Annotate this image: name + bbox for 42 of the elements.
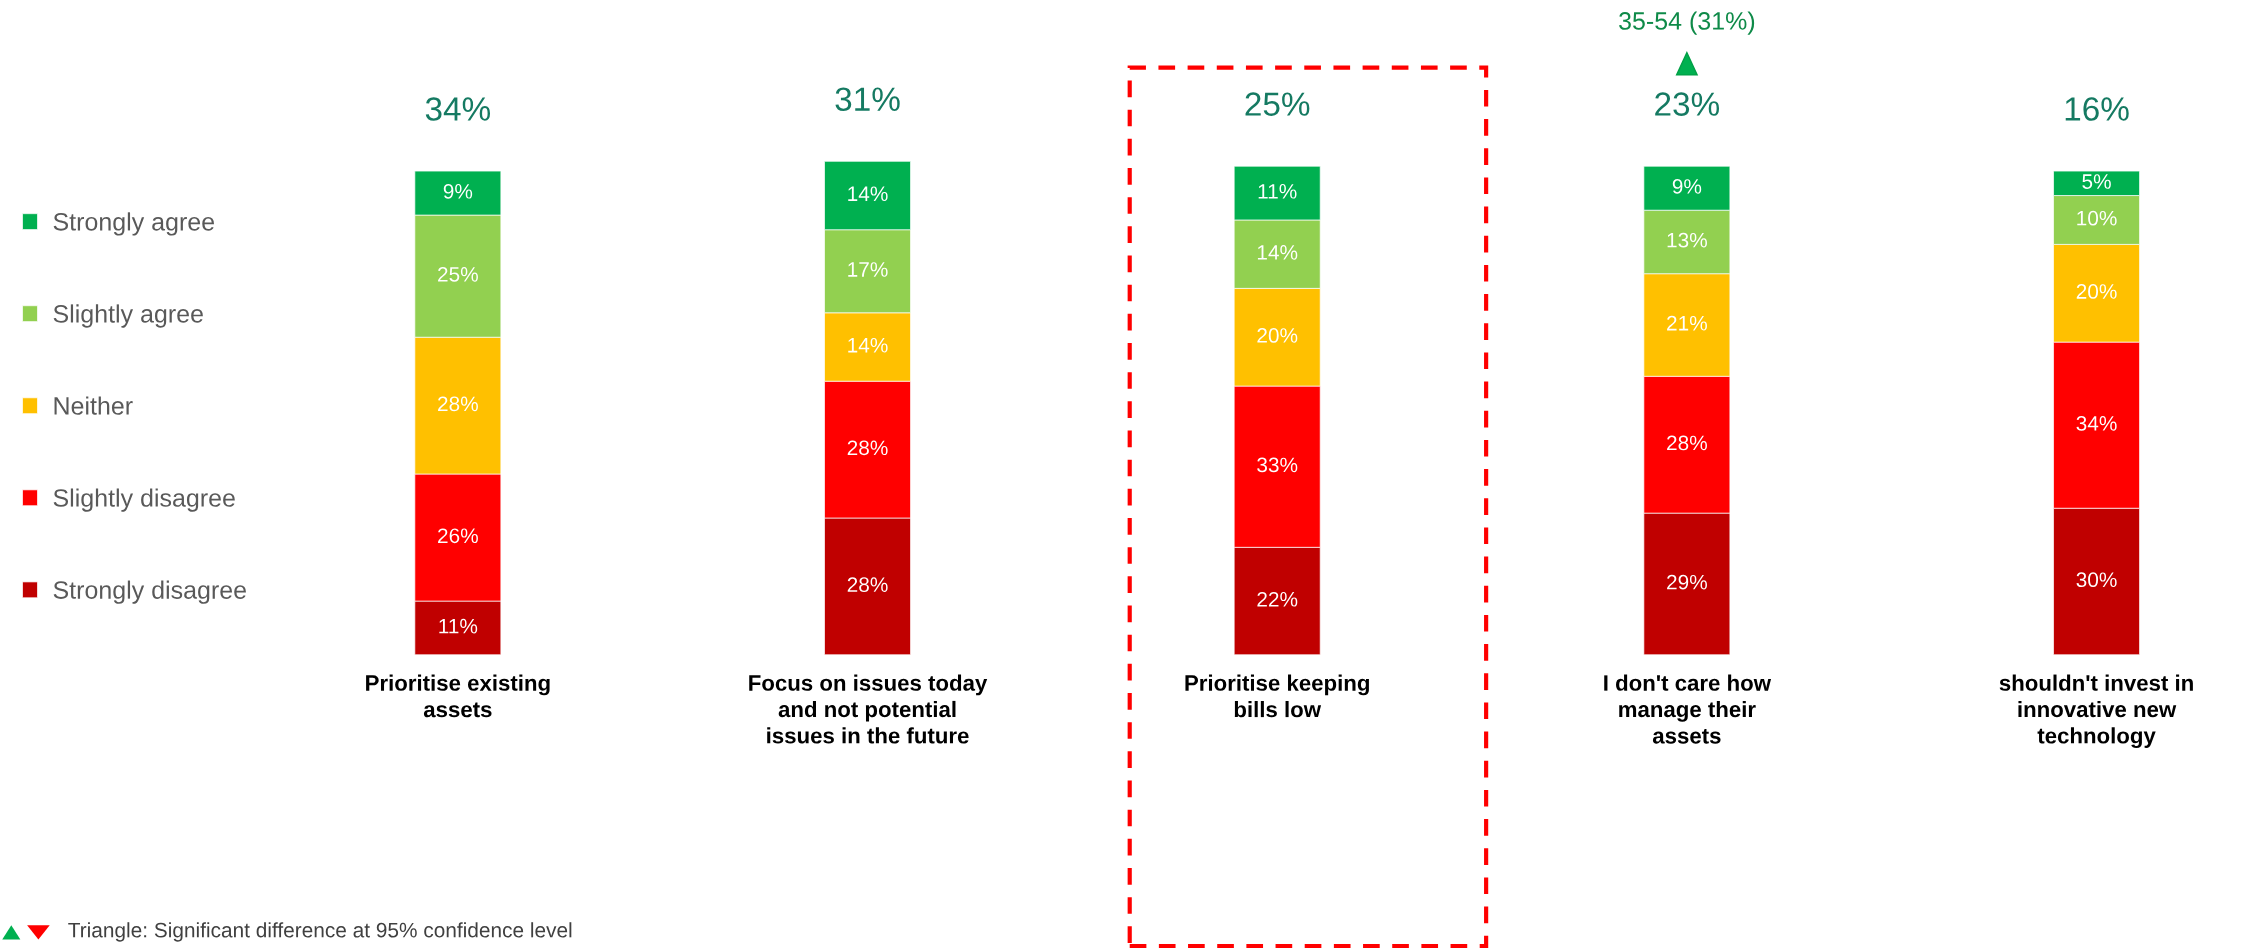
- data-label: 11%: [1258, 184, 1297, 199]
- x-tick-label: I don't care how manage their assets: [1604, 674, 1772, 744]
- data-label: 20%: [2076, 284, 2117, 299]
- data-label: 28%: [847, 440, 888, 456]
- legend-label: Strongly agree: [53, 212, 214, 236]
- data-label: 28%: [847, 577, 888, 592]
- data-label: 14%: [848, 337, 888, 353]
- text: 31%: [835, 87, 900, 112]
- legend-label: Slightly agree: [53, 304, 203, 328]
- data-label: 25%: [438, 266, 478, 282]
- text: 34%: [425, 97, 491, 121]
- legend-label: Slightly disagree: [53, 488, 235, 512]
- text: 25%: [1245, 92, 1310, 116]
- legend-label: Strongly disagree: [53, 580, 246, 604]
- legend-label: Neither: [54, 396, 133, 415]
- data-label: 22%: [1257, 591, 1298, 607]
- data-label: 26%: [438, 528, 478, 544]
- data-label: 17%: [848, 262, 888, 277]
- data-label: 9%: [443, 183, 473, 199]
- data-label: 13%: [1667, 232, 1707, 248]
- data-label: 30%: [2076, 572, 2117, 588]
- data-label: 9%: [1672, 179, 1702, 194]
- data-label: 14%: [1257, 245, 1298, 260]
- data-label: 28%: [1667, 435, 1707, 451]
- x-tick-label: Focus on issues today and not potential issues in the future: [749, 674, 988, 744]
- data-label: 10%: [2077, 210, 2117, 226]
- x-tick-label: shouldn't invest in innovative new technology: [1999, 674, 2193, 749]
- data-label: 29%: [1667, 574, 1707, 590]
- data-label: 34%: [2076, 416, 2117, 431]
- text: 35-54 (31%): [1619, 11, 1755, 35]
- x-tick-label: Prioritise existing assets: [366, 674, 550, 718]
- data-label: 21%: [1667, 315, 1707, 331]
- text: 16%: [2065, 97, 2129, 121]
- data-label: 11%: [439, 618, 478, 634]
- text: Triangle: Significant difference at 95% confidence level: [68, 922, 572, 942]
- data-label: 14%: [848, 186, 888, 202]
- data-label: 28%: [438, 396, 478, 412]
- text: 23%: [1655, 92, 1720, 116]
- data-label: 5%: [2082, 174, 2111, 189]
- x-tick-label: Prioritise keeping bills low: [1185, 674, 1369, 718]
- data-label: 33%: [1257, 457, 1298, 473]
- data-label: 20%: [1257, 328, 1298, 343]
